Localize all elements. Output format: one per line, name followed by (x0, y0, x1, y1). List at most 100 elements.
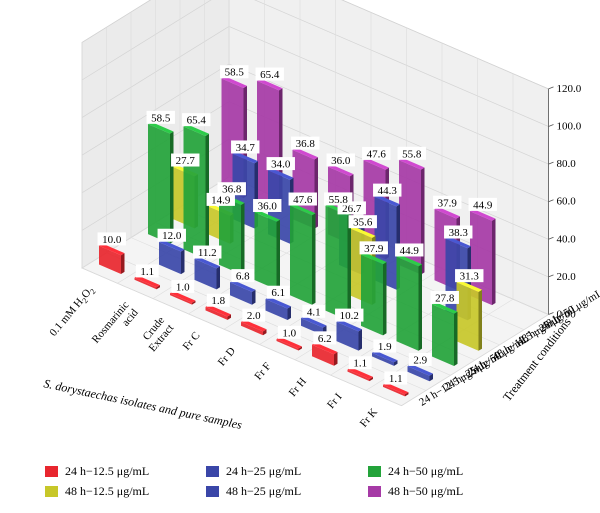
bar-top (99, 243, 125, 256)
bar-0-6 (312, 342, 338, 366)
bar-front (456, 282, 479, 351)
legend-item-24h-50: 24 h−50 μg/mL (368, 464, 463, 479)
data-label: 6.1 (266, 285, 290, 299)
legend-swatch (206, 466, 219, 477)
data-label-box (373, 183, 402, 197)
data-label: 27.7 (171, 153, 200, 167)
data-label: 37.9 (433, 195, 462, 209)
data-label-box (193, 245, 222, 259)
bar-0-5 (276, 337, 302, 351)
bar-front (407, 366, 430, 382)
x-tick-label: Fr D (216, 345, 238, 368)
x-tick-label: Fr I (325, 391, 345, 411)
legend-swatch (368, 466, 381, 477)
z-tick (548, 274, 554, 278)
data-label: 34.7 (231, 140, 260, 154)
data-label: 35.6 (348, 215, 377, 229)
data-label: 36.0 (326, 153, 355, 167)
bar-side (216, 266, 220, 290)
data-label: 58.5 (220, 65, 249, 79)
z-tick-label: 0.00 (557, 309, 577, 321)
data-label-text: 2.0 (247, 310, 261, 322)
legend-swatch (368, 486, 381, 497)
bar-1-1 (159, 239, 185, 275)
bar-2-7 (396, 254, 422, 351)
bar-front (361, 254, 383, 336)
bar-side (418, 264, 422, 351)
data-label: 1.9 (373, 339, 397, 353)
data-label: 14.9 (206, 192, 235, 206)
bar-side (241, 202, 245, 275)
data-label: 10.2 (335, 308, 364, 322)
bar-0-4 (241, 319, 267, 336)
bar-top (257, 78, 283, 91)
data-label: 1.8 (206, 293, 230, 307)
legend-item-48h-25: 48 h−25 μg/mL (206, 484, 301, 499)
data-label-box (408, 352, 432, 366)
bar-top (290, 203, 316, 216)
data-label-box (220, 65, 249, 79)
bar-top (434, 206, 460, 219)
data-label: 1.1 (384, 371, 408, 385)
bar-side (276, 219, 280, 290)
bar-side (287, 306, 291, 320)
bar-0-7 (347, 367, 373, 382)
x-tick-label: Fr C (181, 330, 203, 353)
data-label: 44.9 (395, 243, 424, 257)
data-label-box (242, 308, 266, 322)
bar-3-8 (456, 280, 482, 351)
data-label-text: 37.9 (438, 197, 458, 209)
data-label-box (255, 67, 284, 81)
legend-item-48h-12-5: 48 h−12.5 μg/mL (45, 484, 149, 499)
data-label-text: 44.9 (473, 199, 493, 211)
data-label-box (291, 136, 320, 150)
legend-label: 48 h−50 μg/mL (388, 484, 464, 498)
bar-front (336, 321, 359, 351)
data-label-box (182, 113, 211, 127)
bar-side (121, 253, 125, 274)
data-label-box (348, 215, 377, 229)
data-label-box (266, 157, 295, 171)
z-tick-label: 40.0 (557, 233, 577, 245)
data-label: 58.5 (146, 110, 175, 124)
data-label: 4.1 (302, 304, 326, 318)
legend-label: 48 h−12.5 μg/mL (65, 484, 150, 498)
data-label: 65.4 (255, 67, 284, 81)
bar-top (241, 319, 267, 332)
data-label: 10.0 (97, 232, 126, 246)
bar-0-1 (134, 275, 160, 290)
bar-top (148, 122, 174, 134)
data-label-box (324, 192, 353, 206)
grid-line-y (81, 42, 402, 406)
data-label: 1.1 (135, 264, 159, 278)
bar-1-4 (265, 296, 291, 320)
data-label-text: 27.8 (435, 292, 455, 304)
data-label-text: 26.7 (342, 203, 362, 215)
bar-front (432, 304, 454, 366)
data-label-box (373, 339, 397, 353)
data-label-text: 47.6 (293, 194, 313, 206)
data-label-box (231, 140, 260, 154)
z-tick (548, 236, 554, 240)
bar-front (170, 293, 192, 305)
data-label: 34.0 (266, 157, 295, 171)
z-tick (548, 86, 554, 90)
bar-side (181, 249, 185, 275)
data-label-text: 1.0 (176, 281, 190, 293)
bar-front (383, 384, 405, 397)
bar-side (298, 346, 302, 351)
data-label-text: 31.3 (460, 271, 480, 283)
z-tick-label: 100.0 (557, 121, 582, 133)
data-label-text: 12.0 (162, 230, 182, 242)
bar-top (432, 302, 458, 314)
bar-side (421, 167, 425, 275)
z-tick (548, 124, 554, 127)
data-label-box (231, 269, 255, 283)
data-label: 12.0 (157, 228, 186, 242)
data-label: 55.8 (397, 146, 426, 160)
data-label: 36.8 (217, 182, 246, 196)
bar-2-4 (290, 203, 316, 305)
data-label-box (266, 285, 290, 299)
data-label: 1.1 (348, 356, 372, 370)
bar-top (301, 316, 327, 328)
